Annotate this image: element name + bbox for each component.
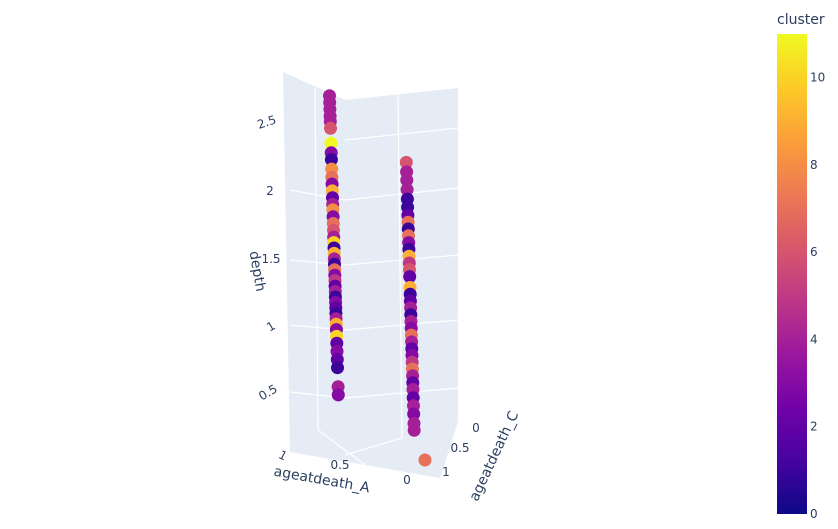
x-tick-label: 1 (276, 447, 289, 463)
scatter-point[interactable] (418, 453, 432, 467)
y-tick-label: 0.5 (450, 441, 469, 455)
grid-line (344, 254, 459, 266)
colorbar-gradient (777, 34, 807, 514)
y-tick-label: 1 (442, 465, 450, 479)
scatter-point[interactable] (407, 407, 421, 421)
x-tick-label: 0.5 (330, 458, 349, 472)
data-points[interactable] (323, 89, 432, 467)
z-tick-label: 0.5 (256, 382, 280, 404)
x-axis-title: ageatdeath_A (272, 464, 371, 497)
scatter-point[interactable] (403, 270, 417, 284)
grid-line (344, 319, 459, 331)
z-tick-label: 1 (264, 319, 278, 335)
colorbar-tick-label: 8 (810, 158, 818, 172)
x-tick-label: 0 (403, 473, 411, 487)
grid-lines (289, 87, 459, 471)
colorbar-ticks: 0 2 4 6 8 10 (810, 71, 825, 521)
scatter-point[interactable] (399, 155, 413, 169)
colorbar-tick-label: 10 (810, 71, 825, 85)
scatter-point[interactable] (400, 183, 414, 197)
grid-line (317, 429, 373, 471)
grid-line (397, 92, 403, 439)
z-tick-label: 1.5 (261, 252, 280, 266)
grid-line (314, 87, 319, 431)
scatter-point[interactable] (324, 153, 338, 167)
colorbar-tick-label: 4 (810, 332, 818, 346)
grid-line (344, 437, 403, 456)
scatter-point[interactable] (331, 388, 345, 402)
y-tick-label: 0 (472, 421, 480, 435)
colorbar-title: cluster (777, 12, 825, 28)
z-tick-label: 2.5 (256, 113, 278, 132)
z-axis: 0.5 1 1.5 2 2.5 depth (246, 113, 281, 404)
scatter-point[interactable] (407, 423, 421, 437)
z-axis-title: depth (246, 250, 269, 293)
colorbar-tick-label: 0 (810, 507, 818, 521)
scatter-point[interactable] (324, 121, 337, 135)
grid-line (344, 187, 459, 201)
scatter-point[interactable] (331, 361, 344, 375)
colorbar-tick-label: 6 (810, 245, 818, 259)
scatter-point[interactable] (400, 173, 414, 187)
grid-line (344, 127, 459, 141)
scatter-point[interactable] (324, 136, 338, 150)
colorbar: cluster 0 2 4 6 8 10 (777, 12, 825, 521)
colorbar-tick-label: 2 (810, 420, 818, 434)
grid-line (344, 387, 459, 399)
z-tick-label: 2 (266, 184, 274, 198)
side-wall-plane (345, 88, 458, 455)
